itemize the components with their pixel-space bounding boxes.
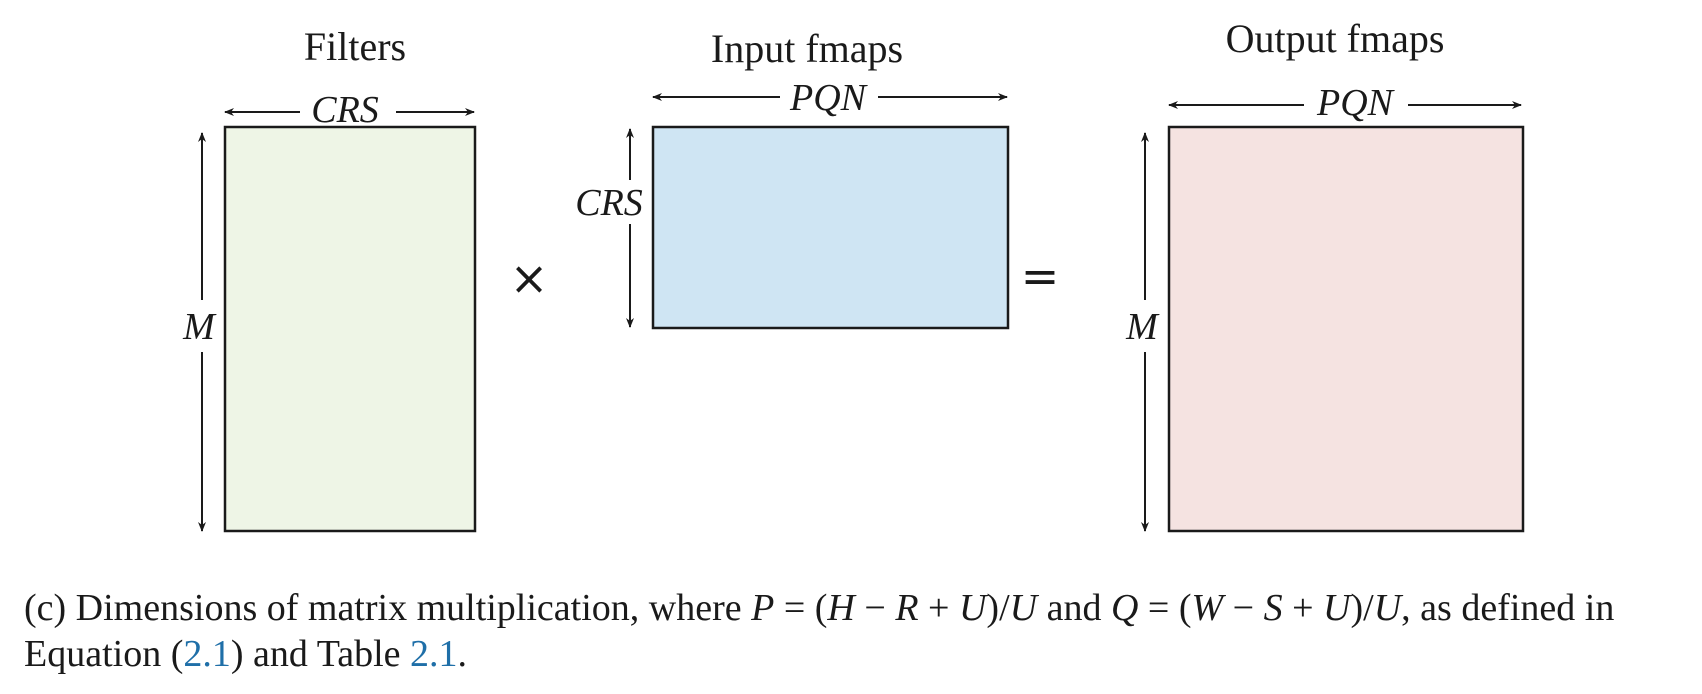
output-matrix [1167,125,1525,533]
input-title: Input fmaps [711,26,903,71]
filters-width-label: CRS [311,89,379,131]
caption-prefix: (c) Dimensions of matrix multiplication,… [24,587,752,629]
caption-text: )/ [986,587,1010,629]
input-width-label: PQN [789,77,869,119]
output-width-label: PQN [1316,82,1396,124]
output-height-label: M [1125,306,1160,348]
multiply-operator: × [510,251,549,305]
caption-line-2: Equation (2.1) and Table 2.1. [24,631,1694,677]
caption-var-w: W [1191,587,1224,629]
caption-text: )/ [1350,587,1374,629]
caption-text: + [1282,587,1324,629]
caption-text: − [1223,587,1264,629]
caption-text: = ( [1138,587,1192,629]
filters-matrix [223,125,477,533]
input-height-label: CRS [575,182,643,224]
input-matrix [651,125,1010,330]
caption-var-u: U [1373,587,1402,629]
caption-var-p: P [751,587,775,629]
caption-var-r: R [895,587,919,629]
caption-var-q: Q [1110,587,1139,629]
caption-text: + [918,587,959,629]
caption-text: ) and Table [230,633,411,675]
caption-var-s: S [1263,587,1283,629]
equals-operator: = [1021,249,1060,303]
caption-var-h: H [827,587,855,629]
caption-var-u: U [958,587,987,629]
caption-text: = ( [774,587,828,629]
matrix-multiplication-diagram: Filters CRS M × Input fmaps PQN CRS = Ou… [182,16,1525,533]
caption-var-u: U [1323,587,1351,629]
figure-caption: (c) Dimensions of matrix multiplication,… [24,585,1694,677]
table-reference-link[interactable]: 2.1 [410,633,458,675]
caption-text: and [1037,587,1111,629]
caption-line-1: (c) Dimensions of matrix multiplication,… [24,585,1694,631]
filters-title: Filters [304,24,406,69]
caption-text: . [457,633,468,675]
caption-text: − [854,587,896,629]
caption-text: , as defined in [1401,587,1615,629]
equation-reference-link[interactable]: 2.1 [183,633,231,675]
caption-var-u: U [1009,587,1038,629]
filters-height-label: M [182,306,217,348]
output-title: Output fmaps [1226,16,1445,61]
caption-text: Equation ( [24,633,184,675]
